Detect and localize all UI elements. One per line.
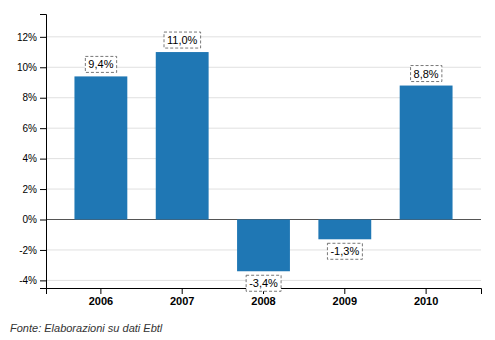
annotations: Fonte: Elaborazioni su dati Ebtl bbox=[10, 322, 163, 334]
data-label-box bbox=[327, 243, 362, 259]
data-label-box bbox=[164, 32, 201, 48]
x-tick-mark bbox=[344, 288, 345, 294]
data-label: 11,0% bbox=[167, 34, 198, 46]
data-label-group: -1,3% bbox=[327, 243, 362, 259]
bar bbox=[237, 220, 290, 272]
x-tick-label: 2008 bbox=[251, 295, 275, 307]
data-label-box bbox=[85, 56, 116, 72]
y-tick: 4% bbox=[23, 153, 46, 164]
y-tick-mark bbox=[40, 37, 46, 38]
y-tick-label: 2% bbox=[23, 184, 38, 195]
data-label-box bbox=[411, 66, 442, 82]
x-tick-label: 2006 bbox=[89, 295, 113, 307]
data-label: 8,8% bbox=[414, 68, 439, 80]
x-tick-mark bbox=[426, 288, 427, 294]
y-tick-mark bbox=[40, 250, 46, 251]
y-tick-label: 10% bbox=[17, 62, 37, 73]
bar bbox=[318, 220, 371, 240]
data-label-group: 9,4% bbox=[85, 56, 116, 72]
y-tick-label: -2% bbox=[19, 245, 37, 256]
y-tick-label: -4% bbox=[19, 275, 37, 286]
data-label-group: 8,8% bbox=[411, 66, 442, 82]
bars bbox=[74, 52, 452, 271]
y-tick-mark bbox=[40, 128, 46, 129]
data-label: -3,4% bbox=[249, 277, 278, 289]
y-tick: 8% bbox=[23, 92, 46, 103]
bar bbox=[74, 76, 127, 219]
y-tick: 2% bbox=[23, 184, 46, 195]
y-tick-label: 12% bbox=[17, 32, 37, 43]
x-tick-label: 2007 bbox=[170, 295, 194, 307]
data-label: -1,3% bbox=[330, 245, 359, 257]
x-tick: 2007 bbox=[170, 288, 194, 307]
y-tick-mark bbox=[40, 280, 46, 281]
y-tick: -4% bbox=[19, 275, 46, 286]
data-label-group: 11,0% bbox=[164, 32, 201, 48]
y-tick: 12% bbox=[17, 32, 46, 43]
x-tick: 2006 bbox=[89, 288, 113, 307]
y-tick-label: 8% bbox=[23, 92, 38, 103]
data-labels: 9,4% 11,0% -3,4% -1,3% 8,8% bbox=[85, 32, 442, 291]
y-tick-label: 0% bbox=[23, 214, 38, 225]
bar bbox=[156, 52, 209, 219]
grid bbox=[46, 37, 481, 281]
x-tick: 2010 bbox=[414, 288, 438, 307]
x-tick-label: 2010 bbox=[414, 295, 438, 307]
y-axis: -4% -2% 0% 2% 4% 6% 8% 10% 12% bbox=[17, 15, 47, 289]
data-label-group: -3,4% bbox=[246, 275, 281, 291]
x-tick-mark bbox=[182, 288, 183, 294]
grid-line bbox=[46, 36, 481, 37]
y-tick: 0% bbox=[23, 214, 46, 225]
y-tick: -2% bbox=[19, 245, 46, 256]
x-tick-mark bbox=[100, 288, 101, 294]
bar bbox=[400, 86, 453, 220]
x-tick: 2009 bbox=[333, 288, 357, 307]
y-tick-mark bbox=[40, 67, 46, 68]
x-tick-label: 2009 bbox=[333, 295, 357, 307]
data-label-box bbox=[246, 275, 281, 291]
y-axis-line bbox=[40, 15, 47, 289]
y-tick-mark bbox=[40, 98, 46, 99]
y-tick-label: 4% bbox=[23, 153, 38, 164]
data-label: 9,4% bbox=[88, 58, 113, 70]
y-tick: 6% bbox=[23, 123, 46, 134]
y-tick-label: 6% bbox=[23, 123, 38, 134]
chart-svg: -4% -2% 0% 2% 4% 6% 8% 10% 12% 2006 2007 2008 2009 20… bbox=[0, 0, 495, 340]
y-tick: 10% bbox=[17, 62, 46, 73]
footer: Fonte: Elaborazioni su dati Ebtl bbox=[10, 322, 163, 334]
y-tick-mark bbox=[40, 220, 46, 221]
y-tick-mark bbox=[40, 159, 46, 160]
y-tick-mark bbox=[40, 189, 46, 190]
